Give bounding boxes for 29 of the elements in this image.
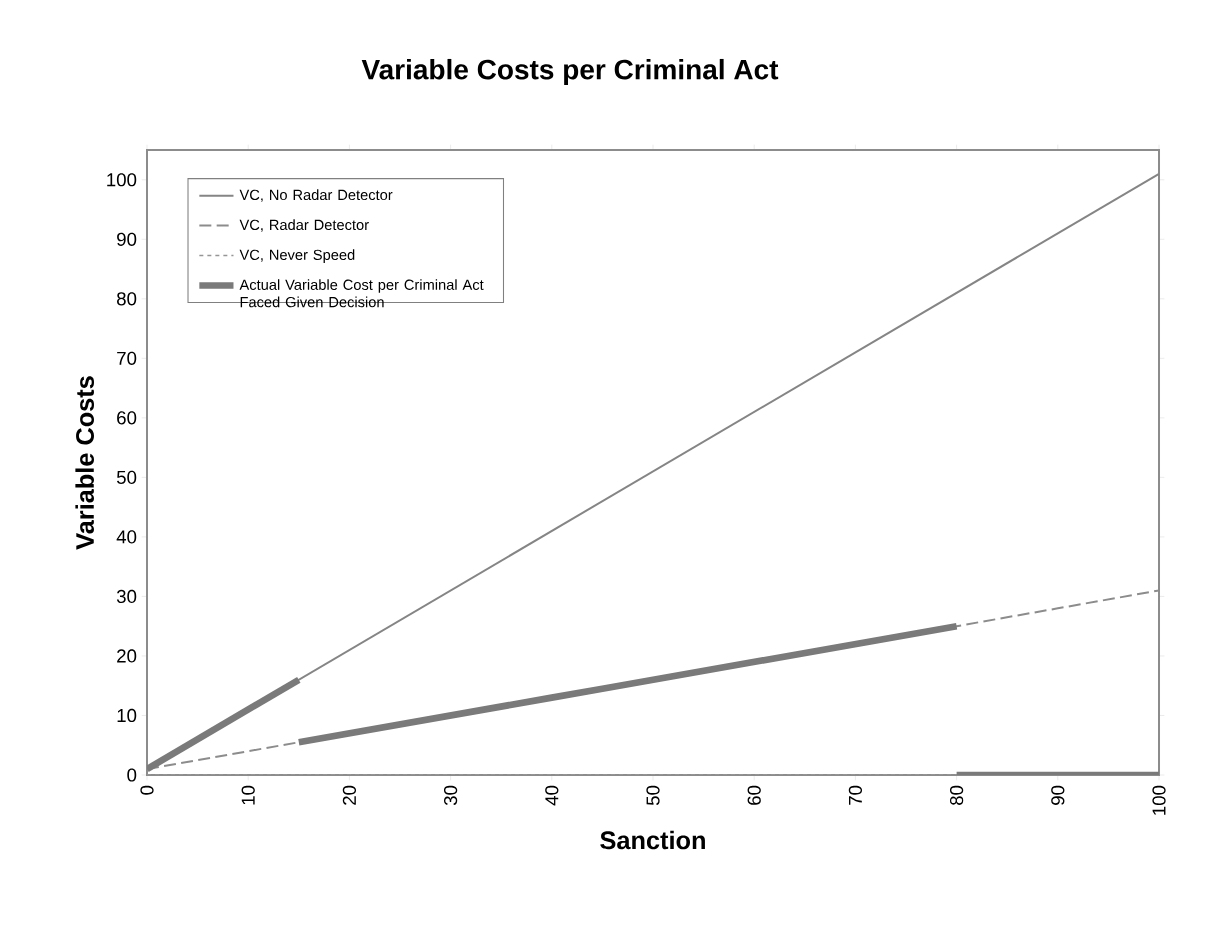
y-tick-label: 0 — [127, 768, 137, 782]
x-tick-label: 20 — [342, 785, 357, 805]
x-tick-label: 30 — [443, 785, 458, 806]
x-tick-label: 60 — [747, 785, 761, 805]
chart-title: Variable Costs per Criminal Act — [361, 58, 779, 86]
y-tick-label: 50 — [116, 470, 137, 484]
x-tick-label: 10 — [241, 785, 255, 805]
legend-label: VC, Never Speed — [239, 249, 355, 263]
y-tick-label: 30 — [116, 589, 137, 604]
y-axis-title: Variable Costs — [75, 376, 94, 550]
y-tick-label: 10 — [117, 708, 137, 723]
x-tick-label: 70 — [848, 785, 863, 805]
x-tick-label: 0 — [140, 785, 154, 795]
y-tick-label: 40 — [116, 530, 137, 544]
x-tick-label: 50 — [646, 785, 660, 806]
y-tick-label: 60 — [117, 411, 137, 425]
x-tick-label: 80 — [949, 785, 964, 805]
legend-label: Actual Variable Cost per Criminal Act Faced Given Decision — [239, 279, 484, 308]
x-axis-title: Sanction — [600, 830, 705, 850]
y-tick-label: 100 — [107, 173, 137, 187]
y-tick-label: 80 — [117, 292, 137, 306]
legend-label: VC, No Radar Detector — [239, 189, 393, 202]
x-tick-label: 100 — [1152, 785, 1166, 815]
y-tick-label: 20 — [117, 649, 137, 663]
legend-label: VC, Radar Detector — [239, 219, 369, 232]
y-tick-label: 70 — [117, 351, 137, 365]
y-tick-label: 90 — [117, 232, 137, 246]
x-tick-label: 40 — [545, 785, 559, 806]
x-tick-label: 90 — [1051, 785, 1065, 805]
